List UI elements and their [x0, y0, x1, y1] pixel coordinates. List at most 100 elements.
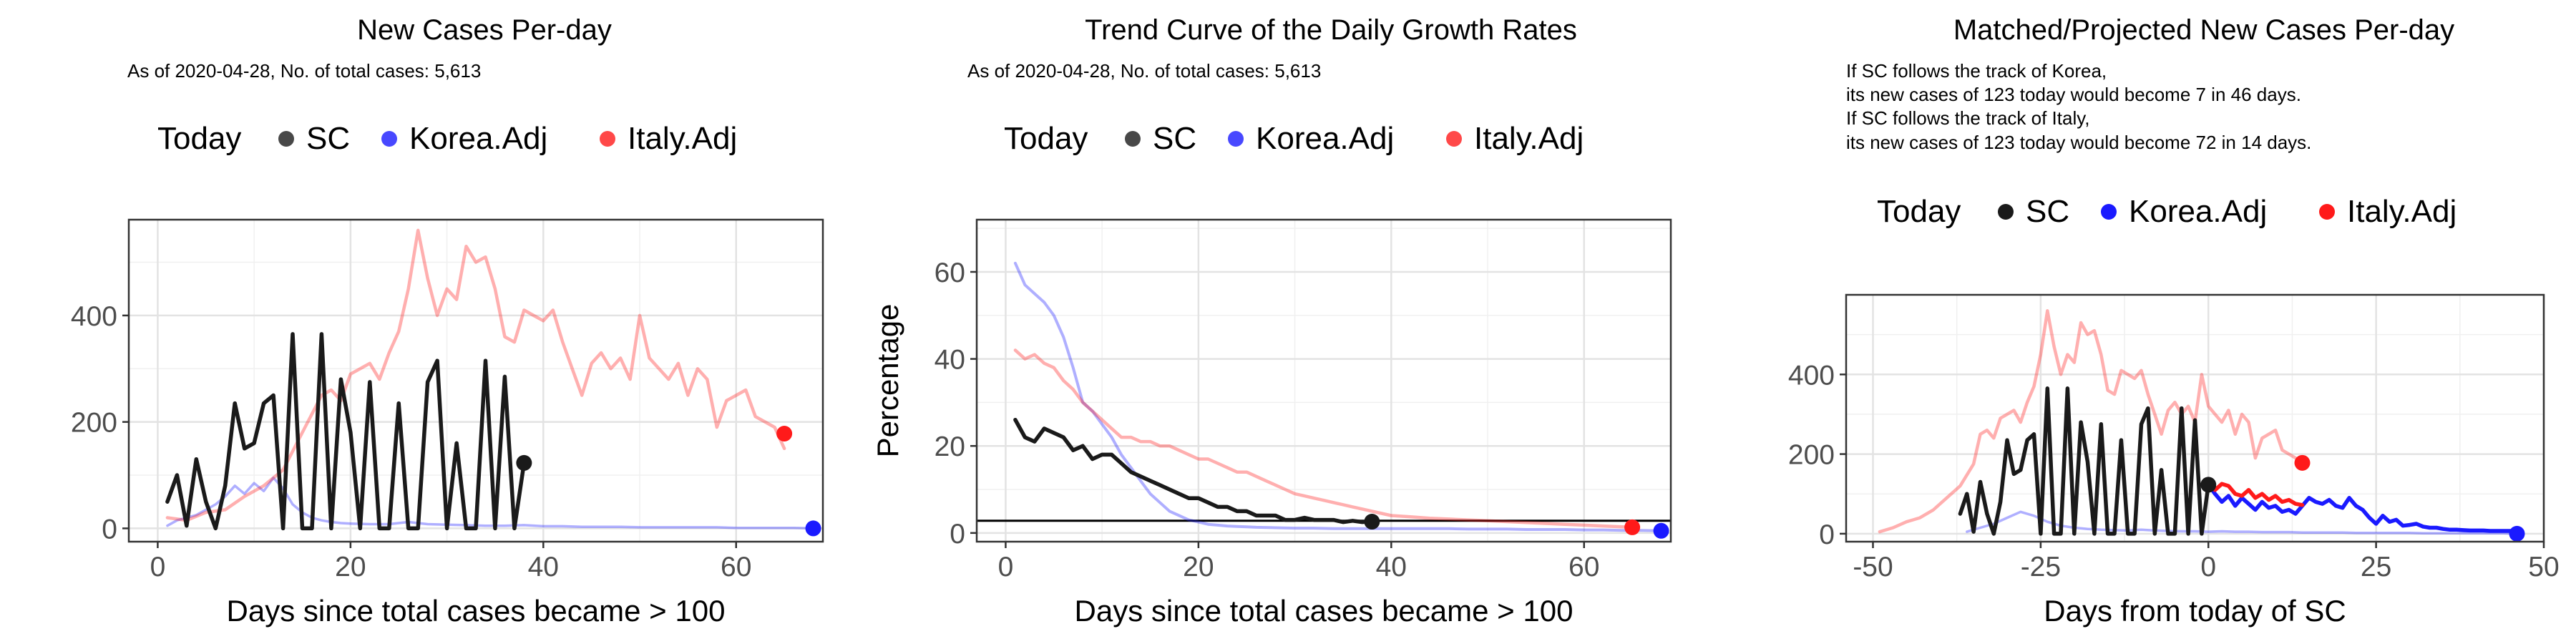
- axes: -50 -25 0 25 50 0 200 400 Days from today of SC: [1788, 360, 2560, 628]
- series-line-korea-adj: [166, 476, 815, 530]
- legend: Today SC Korea.Adj Italy.Adj: [157, 121, 737, 156]
- x-tick-label: 40: [528, 552, 559, 582]
- legend-key-italy-adj: [2319, 204, 2335, 220]
- chart-title: Matched/Projected New Cases Per-day: [1953, 14, 2454, 46]
- legend-label: Italy.Adj: [628, 121, 737, 156]
- legend-key-korea-adj: [1228, 131, 1244, 147]
- series-line-italy-adj-projected: [2206, 482, 2305, 507]
- chart-subtitle-line: If SC follows the track of Italy,: [1846, 107, 2090, 129]
- legend-label: Korea.Adj: [2129, 194, 2267, 229]
- chart-panel-1: New Cases Per-day As of 2020-04-28, No. o…: [71, 14, 824, 628]
- y-tick-label: 20: [935, 431, 965, 462]
- x-axis-label: Days from today of SC: [2044, 594, 2346, 628]
- x-tick-label: 50: [2528, 552, 2559, 582]
- y-tick-label: 200: [71, 408, 117, 439]
- legend-label: Italy.Adj: [1474, 121, 1584, 156]
- series-line-korea-adj-projected: [2206, 482, 2519, 533]
- chart-panel-2: Trend Curve of the Daily Growth Rates As …: [871, 14, 1672, 628]
- today-point-italy-adj: [776, 426, 793, 442]
- today-point-korea-adj: [805, 520, 821, 537]
- legend-key-korea-adj: [381, 131, 397, 147]
- x-tick-label: 60: [1568, 552, 1599, 582]
- y-tick-label: 0: [102, 514, 117, 545]
- legend-label: SC: [2026, 194, 2069, 229]
- plot-area: [129, 220, 823, 542]
- chart-title: New Cases Per-day: [357, 14, 612, 46]
- chart-subtitle-line: As of 2020-04-28, No. of total cases: 5,…: [967, 60, 1321, 82]
- legend-title: Today: [1004, 121, 1088, 156]
- chart-subtitle-line: its new cases of 123 today would become …: [1846, 132, 2311, 153]
- plot-border: [127, 218, 824, 543]
- today-point-italy-adj: [1624, 519, 1641, 535]
- legend-key-korea-adj: [2101, 204, 2117, 220]
- grid: [129, 220, 823, 542]
- today-point-korea-adj: [1653, 522, 1669, 539]
- legend-label: SC: [1153, 121, 1196, 156]
- today-point-italy-adj: [2294, 454, 2311, 471]
- x-tick-label: 0: [998, 552, 1014, 582]
- x-tick-label: -25: [2021, 552, 2061, 582]
- chart-subtitle-line: As of 2020-04-28, No. of total cases: 5,…: [127, 60, 481, 82]
- plot-layer: [165, 228, 815, 531]
- legend-label: SC: [306, 121, 350, 156]
- series-line-italy-adj: [1013, 348, 1634, 530]
- plot-border: [975, 218, 1672, 543]
- legend-title: Today: [157, 121, 241, 156]
- y-tick-label: 400: [71, 301, 117, 332]
- x-tick-label: 40: [1376, 552, 1407, 582]
- series-line-korea-adj: [1013, 261, 1663, 532]
- series-line-sc: [1958, 386, 2211, 536]
- today-point-sc: [1364, 514, 1380, 530]
- x-tick-label: -50: [1853, 552, 1893, 582]
- legend: Today SC Korea.Adj Italy.Adj: [1004, 121, 1584, 156]
- x-tick-label: 20: [335, 552, 366, 582]
- series-line-italy-adj: [165, 228, 786, 522]
- chart-subtitle-line: If SC follows the track of Korea,: [1846, 60, 2107, 82]
- chart-panel-3: Matched/Projected New Cases Per-day If SC…: [1788, 14, 2560, 628]
- legend: Today SC Korea.Adj Italy.Adj: [1877, 194, 2457, 229]
- grid: [1846, 295, 2545, 542]
- legend-key-sc: [1998, 204, 2014, 220]
- plot-border: [1845, 293, 2545, 543]
- plot-area: [977, 220, 1671, 542]
- legend-key-italy-adj: [600, 131, 615, 147]
- series-line-sc: [1013, 417, 1375, 525]
- chart-subtitle-line: its new cases of 123 today would become …: [1846, 84, 2301, 105]
- series-line-sc: [165, 332, 527, 531]
- legend-label: Korea.Adj: [409, 121, 547, 156]
- legend-key-italy-adj: [1446, 131, 1462, 147]
- today-point-korea-adj: [2509, 525, 2525, 542]
- grid: [977, 220, 1671, 542]
- y-tick-label: 0: [1819, 519, 1835, 550]
- x-axis-label: Days since total cases became > 100: [227, 594, 726, 628]
- x-tick-label: 20: [1183, 552, 1214, 582]
- plot-area: [1846, 295, 2544, 542]
- x-tick-label: 25: [2361, 552, 2391, 582]
- series-line-korea-adj-past: [1966, 510, 2519, 535]
- x-axis-label: Days since total cases became > 100: [1075, 594, 1574, 628]
- legend-key-sc: [1125, 131, 1141, 147]
- legend-key-sc: [278, 131, 294, 147]
- axes: 0 20 40 60 0 200 400 Days since total cases bec…: [71, 301, 752, 628]
- y-axis-label: Percentage: [871, 304, 904, 458]
- x-tick-label: 0: [2200, 552, 2216, 582]
- today-point-sc: [516, 454, 532, 471]
- plot-layer: [1878, 309, 2519, 536]
- x-tick-label: 0: [150, 552, 166, 582]
- legend-label: Italy.Adj: [2347, 194, 2457, 229]
- y-tick-label: 0: [950, 519, 965, 550]
- legend-title: Today: [1877, 194, 1961, 229]
- axes: 0 20 40 60 0 20 40 60 Days since total cases bec…: [871, 258, 1599, 628]
- today-point-sc: [2200, 477, 2217, 493]
- x-tick-label: 60: [721, 552, 751, 582]
- y-tick-label: 40: [935, 345, 965, 376]
- y-tick-label: 60: [935, 258, 965, 288]
- legend-label: Korea.Adj: [1256, 121, 1394, 156]
- series-line-italy-adj-past: [1878, 309, 2304, 534]
- y-tick-label: 200: [1788, 440, 1835, 471]
- plot-layer: [977, 261, 1671, 532]
- chart-title: Trend Curve of the Daily Growth Rates: [1085, 14, 1577, 46]
- y-tick-label: 400: [1788, 360, 1835, 391]
